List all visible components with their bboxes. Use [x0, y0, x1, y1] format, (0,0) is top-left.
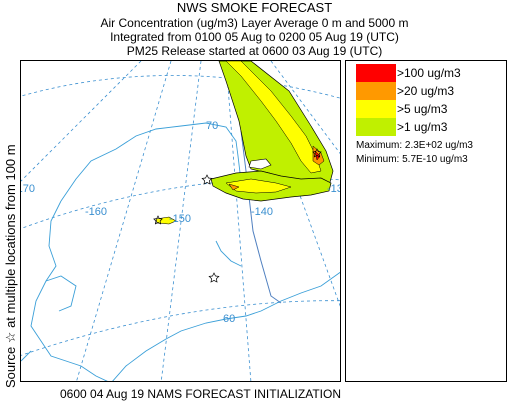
source-star-icon	[312, 148, 322, 158]
smoke-plumes	[155, 61, 334, 225]
coord-label-minus150: -150	[169, 213, 191, 225]
us-canada-border	[240, 130, 282, 304]
coord-label-minus130: -130	[327, 183, 341, 195]
coord-label-minus170: -170	[21, 183, 35, 195]
source-location-label: Source ☆ at multiple locations from 100 …	[3, 144, 18, 388]
legend-swatch-gt1	[356, 118, 396, 136]
latitude-gridlines	[21, 75, 340, 356]
legend-swatch-gt5	[356, 100, 396, 118]
map-subtitle-release: PM25 Release started at 0600 03 Aug 19 (…	[126, 44, 383, 58]
map-canvas: 70 -170 -160 -150 -140 -130 60	[21, 61, 341, 381]
coastline	[21, 122, 340, 381]
legend-label-gt1: >1 ug/m3	[397, 120, 448, 134]
map-subtitle-integration: Integrated from 0100 05 Aug to 0200 05 A…	[110, 30, 399, 44]
plume-central-gt5	[225, 178, 292, 194]
source-star-icon	[208, 272, 220, 283]
coord-label-minus160: -160	[85, 206, 107, 218]
legend-swatch-gt100	[356, 64, 396, 82]
source-star-icon	[201, 174, 213, 185]
legend-maximum: Maximum: 2.3E+02 ug/m3	[356, 140, 473, 151]
coord-label-60: 60	[223, 313, 235, 325]
legend-label-gt100: >100 ug/m3	[397, 66, 461, 80]
coord-label-minus140: -140	[251, 206, 273, 218]
map-title: NWS SMOKE FORECAST	[176, 0, 333, 15]
legend-panel: >100 ug/m3 >20 ug/m3 >5 ug/m3 >1 ug/m3 M…	[345, 60, 507, 382]
coordinate-labels: 70 -170 -160 -150 -140 -130 60	[21, 120, 341, 325]
legend-swatch-gt20	[356, 82, 396, 100]
plume-northeast-gt5	[225, 61, 322, 174]
source-star-icon	[153, 215, 163, 225]
coord-label-70: 70	[206, 120, 218, 132]
plume-central-gt20	[228, 183, 240, 191]
legend-label-gt5: >5 ug/m3	[397, 102, 448, 116]
legend-minimum: Minimum: 5.7E-10 ug/m3	[356, 154, 468, 165]
source-markers	[153, 148, 322, 283]
plume-gap	[248, 158, 272, 170]
smoke-forecast-map: 70 -170 -160 -150 -140 -130 60	[20, 60, 341, 382]
forecast-initialization-label: 0600 04 Aug 19 NAMS FORECAST INITIALIZAT…	[60, 387, 341, 401]
map-subtitle-concentration: Air Concentration (ug/m3) Layer Average …	[100, 16, 409, 30]
legend-label-gt20: >20 ug/m3	[397, 84, 455, 98]
